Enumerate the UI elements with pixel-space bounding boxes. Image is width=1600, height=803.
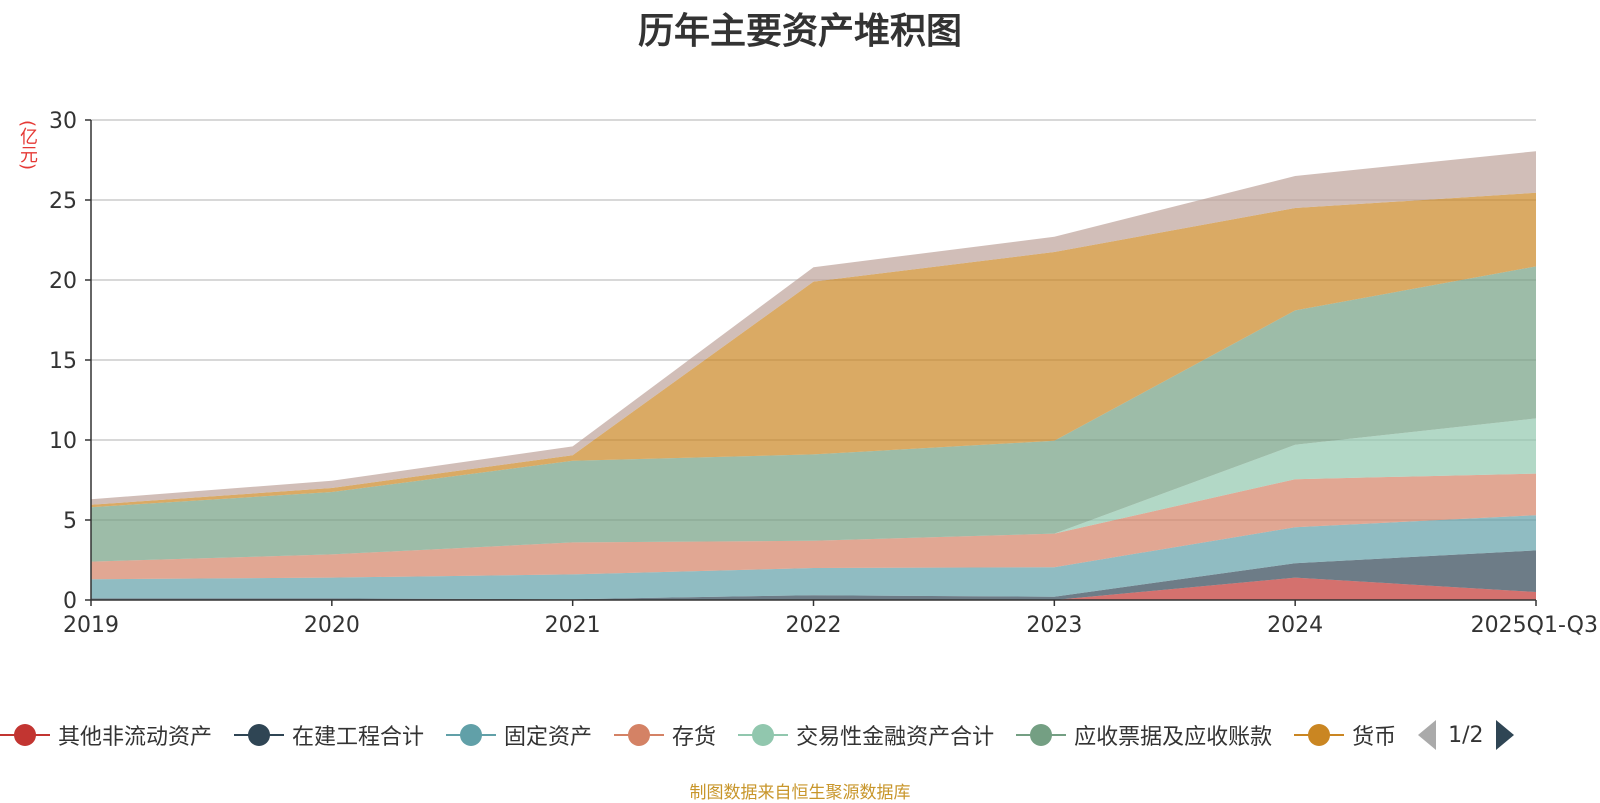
- area-series-3[interactable]: [91, 473, 1536, 580]
- area-series-2[interactable]: [91, 515, 1536, 600]
- y-tick-label: 5: [63, 509, 77, 534]
- x-tick-label: 2019: [63, 613, 119, 638]
- legend-item-3[interactable]: 存货: [614, 719, 716, 751]
- legend-marker-icon: [738, 720, 789, 750]
- legend-label: 固定资产: [504, 725, 593, 750]
- legend-marker-icon: [1294, 720, 1345, 750]
- legend-marker-icon: [1016, 720, 1067, 750]
- area-series-7[interactable]: [91, 151, 1536, 505]
- legend-marker-icon: [234, 720, 285, 750]
- x-tick-label: 2024: [1267, 613, 1323, 638]
- data-source-note: 制图数据来自恒生聚源数据库: [689, 783, 911, 803]
- legend-item-0[interactable]: 其他非流动资产: [0, 719, 212, 751]
- legend-page-indicator: 1/2: [1448, 722, 1484, 748]
- y-tick-label: 20: [49, 269, 77, 294]
- area-series-6[interactable]: [91, 192, 1536, 508]
- legend-item-5[interactable]: 应收票据及应收账款: [1016, 719, 1272, 751]
- x-tick-label: 2023: [1026, 613, 1082, 638]
- legend-item-4[interactable]: 交易性金融资产合计: [738, 719, 994, 751]
- x-tick-label: 2021: [545, 613, 601, 638]
- y-axis-unit: (亿元): [17, 120, 38, 171]
- y-tick-label: 10: [49, 429, 77, 454]
- legend-label: 其他非流动资产: [58, 725, 213, 750]
- legend-item-6[interactable]: 货币: [1294, 719, 1396, 751]
- x-tick-label: 2025Q1-Q3: [1471, 613, 1598, 638]
- tick-labels: 0 5 10 15 20 25 30 2019 2020 2021 2022 2023 2024 2025…: [49, 109, 1598, 638]
- area-series-5[interactable]: [91, 266, 1536, 562]
- legend-label: 在建工程合计: [292, 725, 425, 750]
- legend-label: 交易性金融资产合计: [796, 725, 995, 750]
- legend-marker-icon: [0, 720, 50, 750]
- x-tick-label: 2020: [304, 613, 360, 638]
- area-series-1[interactable]: [91, 550, 1536, 600]
- x-tick-label: 2022: [786, 613, 842, 638]
- legend-label: 存货: [672, 725, 717, 750]
- legend-prev-page-icon[interactable]: [1418, 720, 1437, 750]
- y-tick-label: 15: [49, 349, 77, 374]
- chart-title: 历年主要资产堆积图: [637, 11, 962, 52]
- legend-label: 应收票据及应收账款: [1074, 725, 1273, 750]
- legend-pager: 1/2: [1418, 720, 1514, 750]
- legend-marker-icon: [614, 720, 665, 750]
- legend-label: 货币: [1352, 725, 1397, 750]
- legend-next-page-icon[interactable]: [1495, 720, 1514, 750]
- area-series-0[interactable]: [91, 577, 1536, 600]
- legend-item-1[interactable]: 在建工程合计: [234, 719, 424, 751]
- y-tick-label: 30: [49, 109, 77, 134]
- area-series-4[interactable]: [91, 418, 1536, 562]
- area-series: [91, 151, 1536, 600]
- legend-item-2[interactable]: 固定资产: [446, 719, 592, 751]
- axes: [85, 119, 1537, 606]
- legend: 其他非流动资产 在建工程合计 固定资产 存货 交易性金融资产合计 应收票据及应收账款 货币 …: [0, 718, 1514, 752]
- legend-marker-icon: [446, 720, 497, 750]
- y-tick-label: 25: [49, 189, 77, 214]
- y-tick-label: 0: [63, 589, 77, 614]
